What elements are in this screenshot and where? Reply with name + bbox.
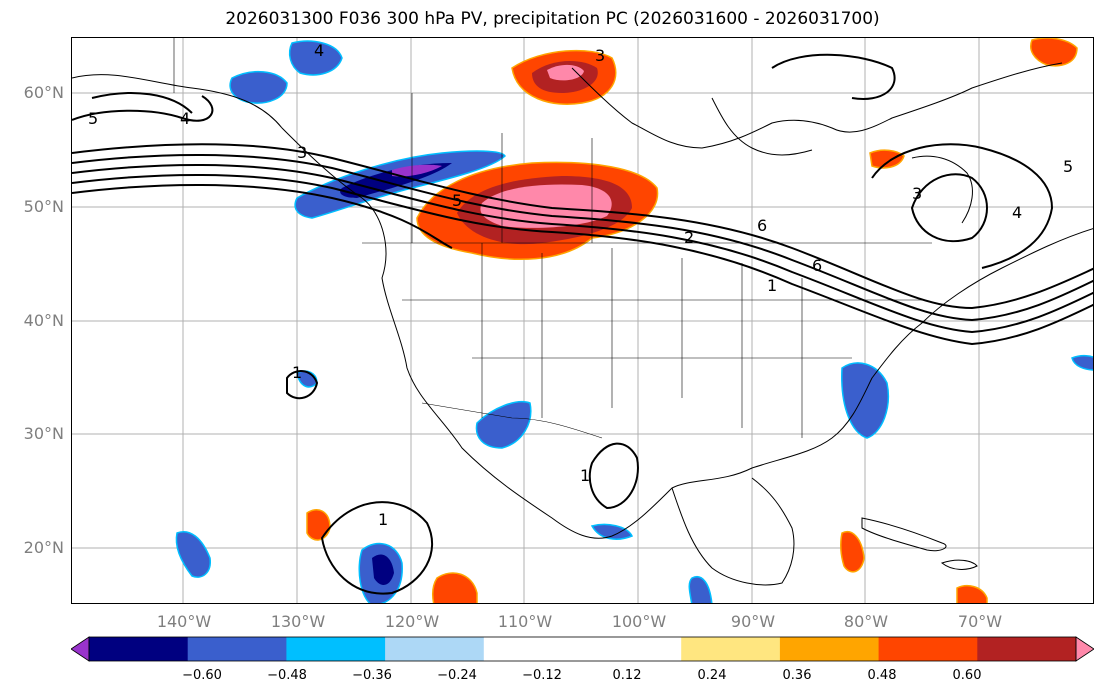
political-borders (173, 38, 932, 439)
colorbar-cell (582, 637, 682, 661)
lat-label-30: 30°N (23, 424, 64, 443)
colorbar-cell (977, 637, 1077, 661)
map-panel: 5 4 4 3 3 5 6 2 1 1 1 1 6 3 5 4 (71, 37, 1094, 604)
lat-label-20: 20°N (23, 538, 64, 557)
contour-label: 4 (1012, 203, 1022, 222)
contour-labels: 5 4 4 3 3 5 6 2 1 1 1 1 6 3 5 4 (88, 41, 1073, 529)
colorbar-tick: −0.60 (182, 668, 222, 683)
colorbar-extend-min (71, 636, 90, 662)
colorbar (71, 636, 1094, 662)
contour-label: 1 (378, 510, 388, 529)
map-title: 2026031300 F036 300 hPa PV, precipitatio… (225, 9, 880, 29)
lat-label-50: 50°N (23, 197, 64, 216)
lat-label-40: 40°N (23, 311, 64, 330)
colorbar-tick: 0.36 (782, 668, 812, 683)
colorbar-cell (483, 637, 583, 661)
colorbar-tick: 0.48 (867, 668, 897, 683)
contour-label: 3 (595, 46, 605, 65)
contour-label: 2 (684, 228, 694, 247)
lon-label-120w: 120°W (384, 612, 440, 631)
contour-label: 5 (452, 191, 462, 210)
lon-label-140w: 140°W (156, 612, 212, 631)
lon-label-70w: 70°W (957, 612, 1003, 631)
lon-label-110w: 110°W (497, 612, 553, 631)
lon-label-100w: 100°W (611, 612, 667, 631)
lon-label-130w: 130°W (270, 612, 326, 631)
colorbar-tick: −0.36 (352, 668, 392, 683)
lon-label-80w: 80°W (843, 612, 889, 631)
colorbar-cell (286, 637, 386, 661)
contour-label: 6 (757, 216, 767, 235)
colorbar-tick: 0.24 (697, 668, 727, 683)
colorbar-cell (89, 637, 189, 661)
coastlines (72, 62, 1093, 586)
contour-label: 4 (314, 41, 324, 60)
colorbar-tick: 0.60 (952, 668, 982, 683)
colorbar-cell (878, 637, 978, 661)
contour-label: 3 (912, 184, 922, 203)
colorbar-cell (681, 637, 781, 661)
colorbar-tick: −0.48 (267, 668, 307, 683)
graticule (72, 38, 1093, 603)
colorbar-tick: 0.12 (612, 668, 642, 683)
pv-contours (72, 53, 1093, 595)
colorbar-cell (385, 637, 485, 661)
contour-label: 3 (297, 143, 307, 162)
colorbar-outline (88, 636, 1077, 662)
colorbar-cell (779, 637, 880, 661)
colorbar-tick: −0.12 (522, 668, 562, 683)
contour-label: 1 (292, 363, 302, 382)
shaded-fields (175, 38, 1093, 603)
contour-label: 5 (88, 109, 98, 128)
contour-label: 1 (767, 276, 777, 295)
colorbar-extend-max (1075, 636, 1094, 662)
map-canvas: 5 4 4 3 3 5 6 2 1 1 1 1 6 3 5 4 (72, 38, 1093, 603)
contour-label: 5 (1063, 157, 1073, 176)
contour-label: 1 (580, 466, 590, 485)
colorbar-tick: −0.24 (437, 668, 477, 683)
contour-label: 6 (812, 256, 822, 275)
lon-label-90w: 90°W (730, 612, 776, 631)
colorbar-cell (187, 637, 287, 661)
contour-label: 4 (180, 109, 190, 128)
lat-label-60: 60°N (23, 83, 64, 102)
